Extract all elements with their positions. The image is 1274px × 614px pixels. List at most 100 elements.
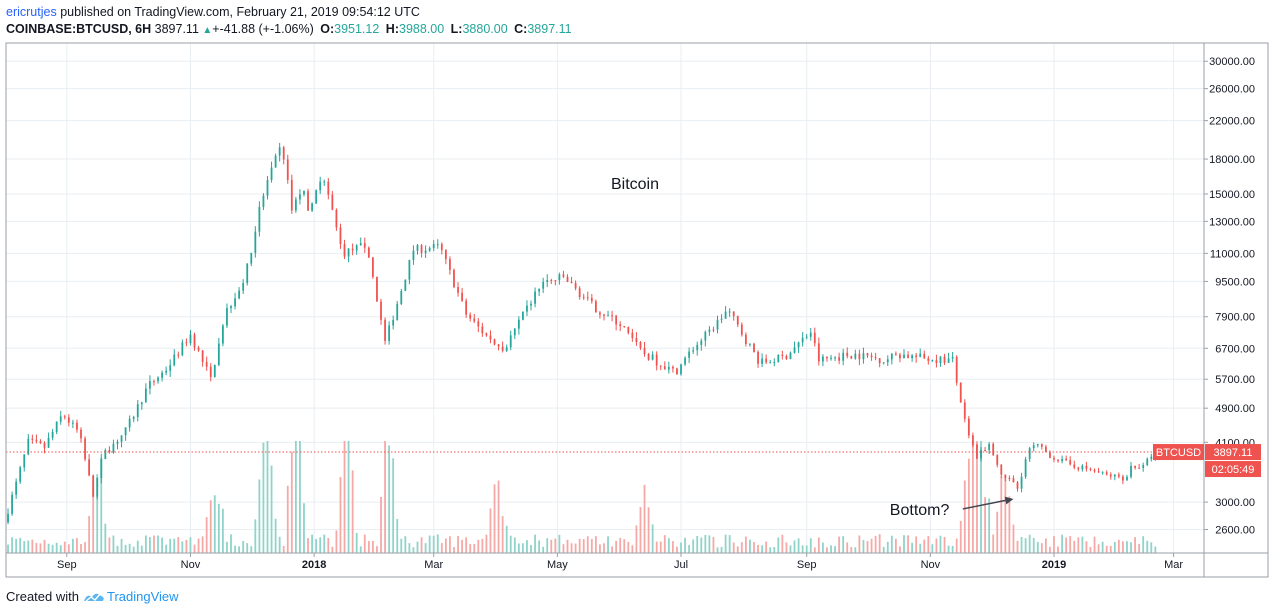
volume-bar — [534, 534, 536, 553]
volume-bar — [805, 545, 808, 553]
candle-body — [870, 355, 873, 358]
volume-bar — [339, 476, 342, 553]
volume-bar — [712, 537, 715, 553]
candle-body — [793, 347, 796, 353]
candle-body — [659, 365, 662, 367]
volume-bar — [497, 480, 500, 553]
candle-body — [1089, 468, 1092, 470]
candle-body — [574, 282, 577, 289]
candle-body — [35, 439, 38, 442]
volume-bar — [1126, 541, 1128, 553]
candle-body — [400, 290, 403, 304]
volume-bar — [720, 546, 723, 553]
candle-body — [153, 381, 155, 383]
candle-body — [177, 354, 180, 356]
candle-body — [404, 279, 407, 291]
volume-bar — [299, 441, 301, 553]
candle-body — [465, 300, 468, 315]
volume-bar — [384, 441, 386, 553]
candle-body — [481, 326, 484, 334]
volume-bar — [667, 538, 670, 553]
x-tick-label: Nov — [921, 559, 941, 571]
volume-bar — [221, 508, 224, 553]
x-tick-label: Jul — [674, 559, 688, 571]
candle-body — [392, 319, 395, 326]
candle-body — [453, 269, 455, 288]
author-link[interactable]: ericrutjes — [6, 5, 57, 19]
candle-body — [850, 356, 853, 359]
y-tick-label: 4900.00 — [1215, 403, 1255, 415]
candle-body — [11, 494, 13, 514]
candle-body — [457, 287, 459, 293]
candle-body — [1044, 446, 1047, 453]
candle-body — [380, 301, 382, 320]
volume-bar — [696, 535, 699, 553]
volume-bar — [286, 485, 289, 553]
volume-bar — [574, 543, 577, 553]
candle-body — [704, 331, 707, 341]
y-tick-label: 7900.00 — [1215, 312, 1255, 324]
volume-bar — [19, 537, 22, 553]
candle-body — [919, 353, 922, 357]
candle-body — [238, 290, 241, 299]
volume-bar — [1044, 538, 1047, 553]
candle-body — [1077, 467, 1080, 470]
volume-bar — [984, 497, 986, 553]
volume-bar — [1024, 538, 1027, 553]
volume-bar — [112, 535, 115, 553]
volume-bar — [996, 511, 999, 553]
candle-body — [688, 351, 691, 358]
candle-body — [307, 191, 309, 211]
volume-bar — [680, 542, 682, 553]
candle-body — [372, 257, 374, 277]
volume-bar — [311, 534, 313, 553]
volume-bar — [1085, 541, 1088, 553]
published-text: published on TradingView.com, February 2… — [60, 5, 420, 19]
volume-bar — [603, 543, 605, 553]
volume-bar — [363, 534, 366, 553]
volume-bar — [209, 500, 212, 553]
candle-body — [278, 147, 281, 156]
tradingview-logo-icon[interactable] — [83, 590, 105, 604]
volume-bar — [436, 534, 439, 553]
high-key: H: — [385, 22, 399, 36]
candle-body — [319, 181, 322, 191]
tradingview-link[interactable]: TradingView — [106, 589, 179, 604]
volume-bar — [911, 542, 914, 553]
y-tick-label: 2600.00 — [1215, 525, 1255, 537]
volume-bar — [797, 538, 800, 553]
volume-bar — [266, 441, 269, 553]
candle-body — [931, 360, 934, 362]
last-price-badge-label: 3897.11 — [1214, 447, 1253, 459]
volume-bar — [15, 538, 18, 553]
volume-bar — [1000, 476, 1003, 553]
volume-bar — [367, 541, 370, 553]
volume-bar — [76, 538, 78, 553]
y-tick-label: 6700.00 — [1215, 343, 1255, 355]
candle-body — [88, 459, 91, 476]
candle-body — [1061, 458, 1064, 462]
candle-body — [611, 315, 613, 317]
volume-bar — [655, 541, 658, 553]
candle-body — [51, 431, 54, 438]
candle-body — [315, 190, 318, 204]
volume-bar — [967, 458, 970, 553]
candle-body — [874, 357, 877, 359]
candle-body — [47, 437, 50, 448]
volume-bar — [513, 537, 516, 553]
volume-bar — [47, 543, 50, 553]
candle-body — [627, 327, 630, 333]
volume-bar — [635, 525, 638, 553]
volume-bar — [980, 441, 982, 553]
volume-bar — [1122, 541, 1124, 553]
volume-bar — [894, 538, 897, 553]
volume-bar — [554, 538, 557, 553]
candle-body — [716, 319, 719, 330]
candle-body — [76, 422, 78, 430]
volume-bars — [7, 441, 1157, 553]
volume-bar — [412, 547, 415, 553]
candle-body — [720, 318, 723, 320]
candle-body — [1004, 474, 1007, 478]
candle-body — [773, 362, 776, 364]
